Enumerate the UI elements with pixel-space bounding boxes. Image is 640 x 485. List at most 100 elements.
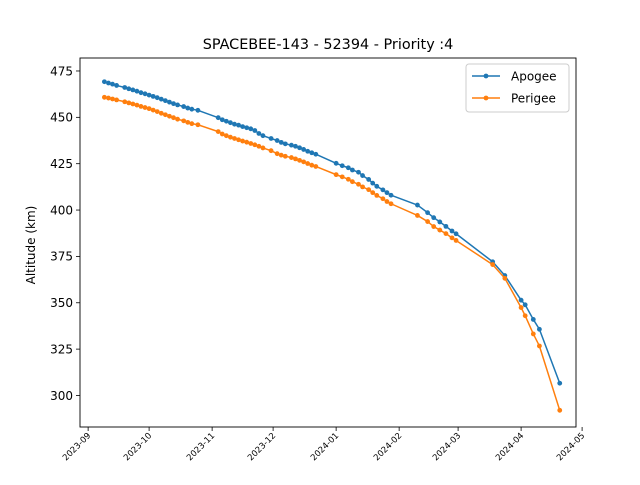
- perigee-point: [215, 129, 221, 135]
- series-apogee: [101, 79, 563, 386]
- perigee-point: [537, 343, 542, 349]
- apogee-point: [150, 93, 156, 99]
- perigee-point: [158, 110, 164, 116]
- perigee-point: [101, 94, 107, 100]
- apogee-point: [138, 90, 144, 96]
- apogee-point: [260, 133, 266, 139]
- apogee-point: [240, 124, 246, 130]
- apogee-point: [248, 126, 254, 132]
- apogee-point: [388, 192, 394, 198]
- perigee-point: [240, 138, 246, 144]
- perigee-point: [333, 172, 339, 178]
- apogee-point: [313, 151, 319, 157]
- perigee-point: [268, 148, 274, 154]
- perigee-point: [154, 109, 160, 114]
- perigee-point: [130, 101, 136, 107]
- chart-title: SPACEBEE-143 - 52394 - Priority :4: [203, 37, 454, 53]
- perigee-point: [305, 161, 311, 166]
- apogee-point: [380, 187, 386, 193]
- perigee-point: [502, 275, 508, 281]
- apogee-point: [333, 160, 339, 166]
- perigee-point: [150, 107, 156, 113]
- perigee-point: [244, 139, 250, 145]
- perigee-point: [189, 121, 195, 127]
- apogee-point: [366, 177, 372, 182]
- y-tick-label: 375: [50, 250, 73, 264]
- apogee-point: [349, 167, 355, 173]
- perigee-point: [449, 235, 455, 241]
- perigee-point: [297, 157, 302, 163]
- apogee-point: [146, 92, 152, 98]
- apogee-point: [453, 231, 459, 237]
- legend-perigee-label: Perigee: [511, 92, 556, 106]
- perigee-point: [374, 193, 380, 198]
- perigee-point: [110, 96, 115, 102]
- apogee-point: [370, 180, 376, 186]
- perigee-point: [339, 174, 345, 180]
- apogee-point: [252, 128, 258, 133]
- series-perigee: [101, 94, 563, 413]
- apogee-point: [114, 83, 119, 88]
- apogee-point: [301, 147, 307, 152]
- apogee-point: [110, 81, 115, 87]
- apogee-point: [154, 95, 160, 101]
- perigee-point: [185, 119, 191, 125]
- perigee-point: [236, 137, 241, 143]
- perigee-point: [345, 176, 351, 182]
- perigee-point: [106, 95, 111, 101]
- apogee-point: [356, 169, 361, 175]
- apogee-point: [162, 98, 168, 104]
- perigee-point: [388, 201, 394, 207]
- apogee-point: [126, 86, 132, 92]
- legend-apogee-marker: [483, 73, 489, 79]
- apogee-point: [443, 223, 449, 229]
- perigee-point: [142, 105, 148, 110]
- apogee-point: [158, 96, 164, 102]
- apogee-point: [130, 87, 136, 93]
- perigee-point: [146, 106, 152, 112]
- perigee-point: [431, 224, 437, 229]
- y-tick-label: 475: [50, 64, 73, 78]
- apogee-point: [167, 99, 172, 105]
- apogee-point: [185, 105, 191, 111]
- apogee-point: [282, 141, 288, 147]
- perigee-point: [453, 238, 459, 243]
- perigee-point: [490, 262, 496, 267]
- apogee-point: [268, 136, 274, 141]
- perigee-point: [278, 152, 284, 158]
- perigee-point: [134, 102, 140, 108]
- y-tick-label: 350: [50, 296, 73, 310]
- apogee-point: [384, 190, 390, 196]
- perigee-point: [518, 305, 524, 310]
- perigee-point: [175, 116, 180, 122]
- perigee-point: [443, 231, 449, 237]
- apogee-point: [175, 102, 180, 108]
- apogee-point: [537, 326, 542, 332]
- perigee-point: [384, 199, 390, 204]
- apogee-point: [219, 117, 225, 123]
- perigee-point: [356, 181, 361, 187]
- apogee-point: [122, 85, 128, 90]
- perigee-point: [309, 162, 315, 168]
- apogee-point: [339, 163, 345, 169]
- apogee-point: [297, 145, 302, 151]
- y-tick-label: 300: [50, 389, 73, 403]
- perigee-point: [171, 115, 176, 121]
- apogee-point: [215, 115, 221, 121]
- perigee-point: [232, 136, 237, 141]
- series-layer: [101, 79, 563, 413]
- legend: Apogee Perigee: [465, 63, 570, 113]
- y-tick-label: 400: [50, 203, 73, 217]
- apogee-point: [437, 219, 443, 225]
- apogee-point: [236, 122, 241, 128]
- perigee-point: [557, 407, 563, 413]
- apogee-point: [274, 138, 280, 143]
- apogee-point: [101, 79, 107, 85]
- perigee-point: [138, 104, 144, 109]
- apogee-point: [256, 131, 262, 136]
- apogee-point: [289, 142, 294, 148]
- perigee-point: [219, 131, 225, 137]
- y-axis-label: Altitude (km): [24, 206, 38, 285]
- perigee-point: [114, 97, 119, 103]
- apogee-point: [142, 91, 148, 97]
